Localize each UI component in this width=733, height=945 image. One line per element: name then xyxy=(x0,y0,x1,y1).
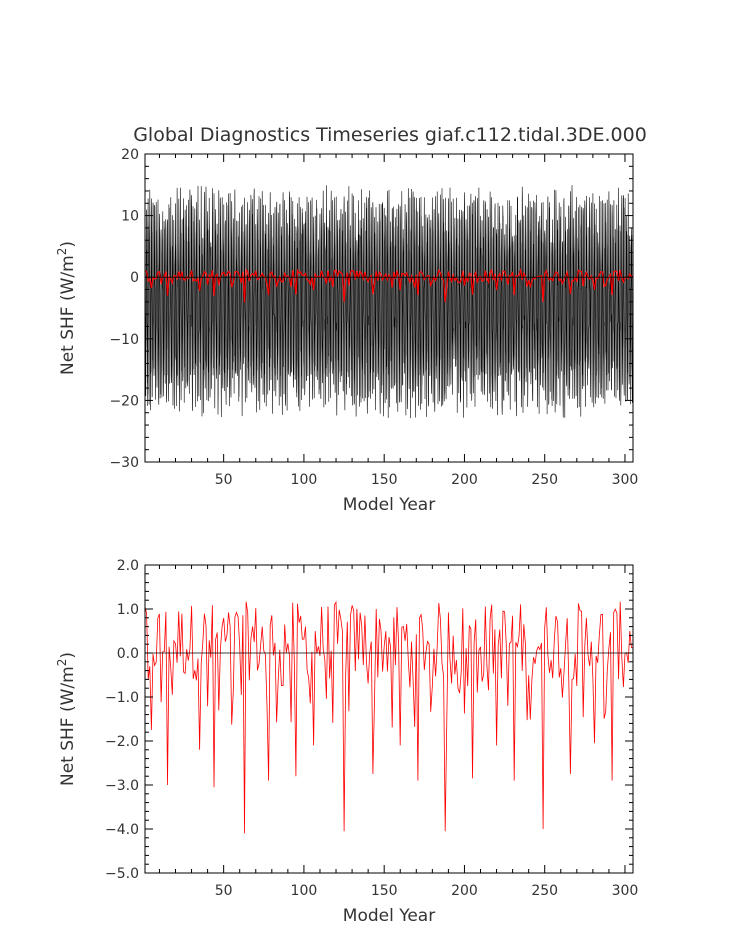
bottom-y-axis-label-tail: ) xyxy=(58,652,78,659)
top-y-axis-label: Net SHF (W/m2) xyxy=(55,241,78,375)
top-axis-ticks xyxy=(145,153,633,463)
y-tick-label: −3.0 xyxy=(105,778,139,794)
bottom-y-axis-label-main: Net SHF (W/m xyxy=(58,666,78,786)
y-tick-label: 10 xyxy=(121,209,139,225)
monthly-series-line xyxy=(144,185,634,419)
x-tick-label: 200 xyxy=(451,883,478,899)
annual-series-line xyxy=(144,268,633,303)
y-tick-label: −10 xyxy=(109,332,139,348)
top-y-axis-label-main: Net SHF (W/m xyxy=(58,255,78,375)
y-tick-label: −1.0 xyxy=(105,690,139,706)
y-tick-label: 20 xyxy=(121,147,139,163)
x-tick-label: 100 xyxy=(291,883,318,899)
top-plot-area xyxy=(144,185,634,419)
x-tick-label: 300 xyxy=(612,472,639,488)
y-tick-label: −4.0 xyxy=(105,822,139,838)
bottom-x-axis-label: Model Year xyxy=(343,906,435,926)
top-plot-frame xyxy=(144,153,634,463)
x-tick-label: 300 xyxy=(612,883,639,899)
bottom-panel: −5.0 −4.0 −3.0 −2.0 −1.0 0.0 1.0 2.0 50 100 150 20… xyxy=(55,558,638,926)
bottom-x-tick-labels: 50 100 150 200 250 300 xyxy=(215,883,639,899)
top-y-axis-label-tail: ) xyxy=(58,241,78,248)
y-tick-label: 0 xyxy=(130,270,139,286)
top-y-tick-labels: −30 −20 −10 0 10 20 xyxy=(109,147,139,471)
y-tick-label: 0.0 xyxy=(117,646,139,662)
x-tick-label: 50 xyxy=(215,472,233,488)
top-x-tick-labels: 50 100 150 200 250 300 xyxy=(215,472,639,488)
top-x-axis-label: Model Year xyxy=(343,495,435,515)
top-y-axis-label-sup: 2 xyxy=(55,248,69,256)
x-tick-label: 150 xyxy=(371,883,398,899)
bottom-plot-area xyxy=(144,600,634,834)
y-tick-label: −20 xyxy=(109,393,139,409)
bottom-axis-ticks xyxy=(145,564,633,874)
x-tick-label: 250 xyxy=(531,472,558,488)
y-tick-label: 2.0 xyxy=(117,558,139,574)
top-panel: −30 −20 −10 0 10 20 50 100 150 200 250 300 Model Y… xyxy=(55,147,638,515)
y-tick-label: −5.0 xyxy=(105,866,139,882)
x-tick-label: 200 xyxy=(451,472,478,488)
chart-title: Global Diagnostics Timeseries giaf.c112.… xyxy=(133,124,647,146)
x-tick-label: 100 xyxy=(291,472,318,488)
annual-series-line xyxy=(144,600,634,834)
y-tick-label: 1.0 xyxy=(117,602,139,618)
x-tick-label: 150 xyxy=(371,472,398,488)
bottom-y-tick-labels: −5.0 −4.0 −3.0 −2.0 −1.0 0.0 1.0 2.0 xyxy=(105,558,139,882)
x-tick-label: 50 xyxy=(215,883,233,899)
bottom-y-axis-label-sup: 2 xyxy=(55,659,69,667)
y-tick-label: −2.0 xyxy=(105,734,139,750)
y-tick-label: −30 xyxy=(109,455,139,471)
bottom-plot-frame xyxy=(144,564,634,874)
bottom-y-axis-label: Net SHF (W/m2) xyxy=(55,652,78,786)
x-tick-label: 250 xyxy=(531,883,558,899)
